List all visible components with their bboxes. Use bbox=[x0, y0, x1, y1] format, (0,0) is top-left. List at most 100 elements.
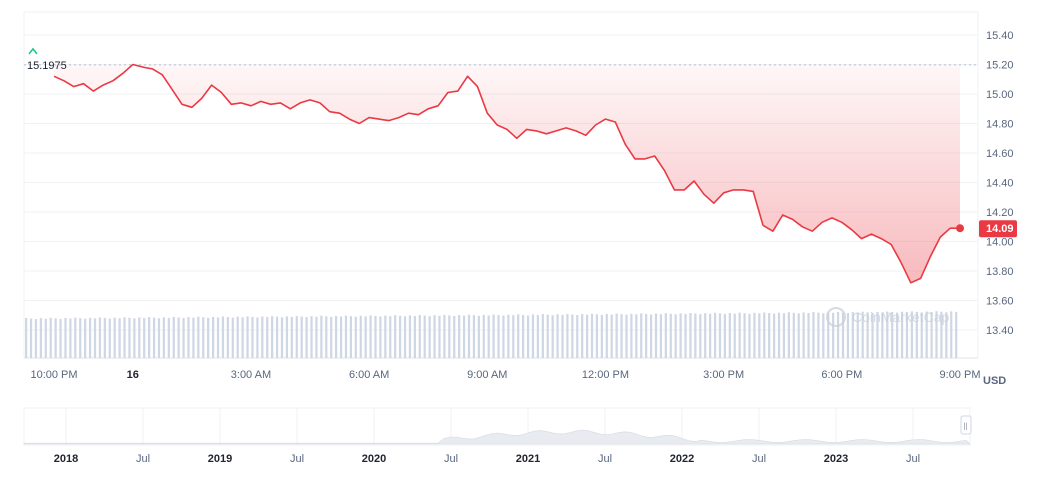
navigator-tick-label: 2021 bbox=[516, 453, 540, 465]
volume-bar bbox=[236, 316, 239, 358]
volume-bar bbox=[344, 315, 348, 358]
volume-bar bbox=[605, 313, 608, 358]
volume-bar bbox=[827, 312, 830, 358]
volume-bar bbox=[88, 317, 92, 358]
volume-bar bbox=[148, 317, 151, 358]
range-navigator[interactable]: || 2018 Jul 2019 Jul 2020 Jul 2021 Jul 2022 Jul 20… bbox=[23, 407, 972, 465]
volume-bar bbox=[704, 313, 707, 358]
volume-bar bbox=[526, 315, 530, 358]
navigator-tick-label: 2022 bbox=[670, 453, 694, 465]
volume-bar bbox=[930, 312, 933, 358]
volume-bar bbox=[709, 313, 712, 358]
last-price-dot bbox=[956, 224, 964, 233]
volume-bar bbox=[669, 313, 672, 358]
volume-bar bbox=[546, 314, 549, 358]
volume-bar bbox=[886, 311, 889, 358]
volume-bar bbox=[295, 315, 298, 358]
price-area bbox=[54, 64, 960, 283]
y-tick-label: 15.20 bbox=[986, 60, 1014, 72]
volume-bar bbox=[846, 313, 850, 358]
volume-bar bbox=[743, 313, 746, 358]
price-line-path bbox=[53, 63, 960, 284]
volume-bar bbox=[74, 317, 77, 358]
volume-bar bbox=[684, 313, 687, 358]
volume-bar bbox=[733, 313, 736, 358]
volume-bar bbox=[782, 313, 786, 358]
volume-bar bbox=[310, 316, 313, 358]
volume-bar bbox=[679, 313, 682, 358]
volume-bar bbox=[413, 315, 416, 358]
navigator-tick-label: Jul bbox=[444, 453, 458, 465]
x-tick-label: 12:00 PM bbox=[582, 369, 629, 381]
volume-bar bbox=[477, 315, 480, 358]
navigator-handle[interactable] bbox=[960, 415, 972, 435]
volume-bar bbox=[335, 315, 338, 358]
volume-bar bbox=[261, 316, 264, 358]
volume-bar bbox=[256, 317, 259, 358]
volume-bar bbox=[399, 315, 402, 358]
volume-bar bbox=[482, 314, 485, 358]
volume-bar bbox=[635, 314, 638, 358]
volume-bar bbox=[93, 318, 97, 358]
volume-bar bbox=[649, 314, 653, 358]
volume-bar bbox=[905, 312, 909, 358]
volume-bar bbox=[221, 316, 225, 358]
volume-bar bbox=[812, 312, 815, 358]
volume-bar bbox=[49, 317, 52, 358]
volume-bar bbox=[768, 313, 771, 358]
volume-bar bbox=[659, 314, 663, 358]
volume-bar bbox=[285, 316, 289, 358]
last-price-badge bbox=[979, 220, 1017, 238]
volume-bar bbox=[502, 315, 505, 358]
x-tick-label: 3:00 PM bbox=[703, 369, 744, 381]
volume-bar bbox=[369, 315, 372, 358]
y-tick-label: 13.60 bbox=[986, 296, 1014, 308]
volume-bar bbox=[64, 318, 67, 358]
volume-bar bbox=[871, 312, 874, 358]
volume-bar bbox=[290, 316, 293, 358]
volume-bar bbox=[817, 312, 820, 358]
volume-bar bbox=[615, 313, 618, 358]
volume-bar bbox=[251, 316, 254, 358]
volume-bar bbox=[551, 315, 554, 358]
y-tick-label: 14.60 bbox=[986, 148, 1014, 160]
volume-bar bbox=[177, 317, 180, 358]
navigator-tick-label: 2020 bbox=[362, 453, 386, 465]
y-tick-label: 13.80 bbox=[986, 266, 1014, 278]
volume-bar bbox=[758, 313, 761, 358]
volume-bar bbox=[576, 315, 579, 358]
volume-bar bbox=[167, 317, 170, 358]
volume-bar bbox=[462, 315, 466, 358]
volume-bar bbox=[517, 314, 520, 358]
price-area-fill bbox=[54, 64, 960, 283]
navigator-tick-label: Jul bbox=[290, 453, 304, 465]
volume-bar bbox=[586, 314, 589, 358]
open-marker-icon bbox=[28, 47, 38, 55]
volume-bar bbox=[940, 311, 943, 358]
volume-bar bbox=[453, 315, 456, 358]
volume-bar bbox=[728, 313, 731, 358]
y-tick-label: 13.40 bbox=[986, 325, 1014, 337]
navigator-handle-grip-icon: || bbox=[964, 422, 968, 431]
volume-bar bbox=[610, 314, 613, 358]
volume-bar bbox=[25, 318, 28, 358]
volume-bar bbox=[773, 313, 776, 358]
y-tick-label: 14.80 bbox=[986, 119, 1014, 131]
volume-bar bbox=[359, 315, 362, 358]
volume-bar bbox=[950, 311, 953, 358]
volume-bar bbox=[339, 316, 343, 358]
volume-bar bbox=[103, 318, 106, 358]
volume-bar bbox=[891, 312, 894, 358]
volume-bar bbox=[699, 314, 702, 358]
volume-bar bbox=[202, 317, 205, 358]
volume-bar bbox=[133, 318, 136, 358]
volume-bar bbox=[172, 316, 175, 358]
volume-bar bbox=[807, 313, 810, 358]
volume-bar bbox=[162, 317, 166, 358]
navigator-tick-label: Jul bbox=[906, 453, 920, 465]
volume-bar bbox=[44, 318, 47, 358]
volume-bar bbox=[881, 312, 884, 358]
volume-bar bbox=[536, 315, 540, 358]
